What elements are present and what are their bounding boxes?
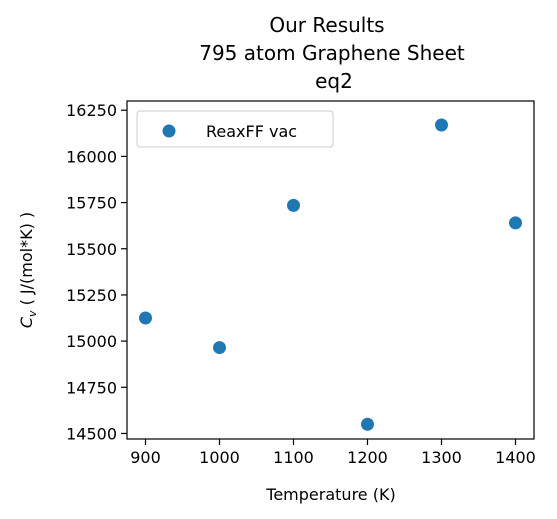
data-points xyxy=(139,118,522,431)
y-axis-ticks: 14500 14750 15000 15250 15500 15750 16000 16250 xyxy=(66,101,127,443)
data-point xyxy=(435,118,448,132)
title-line-2: 795 atom Graphene Sheet xyxy=(199,41,465,65)
x-tick-label: 900 xyxy=(130,448,161,467)
plot-area xyxy=(127,101,534,439)
data-point xyxy=(139,311,152,325)
y-tick-label: 15500 xyxy=(66,240,117,259)
legend: ReaxFF vac xyxy=(136,110,334,148)
x-tick-label: 1400 xyxy=(495,448,536,467)
data-point xyxy=(213,341,226,355)
y-tick-label: 14500 xyxy=(66,424,117,443)
x-tick-label: 1000 xyxy=(199,448,240,467)
x-tick-label: 1200 xyxy=(347,448,388,467)
chart-title: Our Results 795 atom Graphene Sheet eq2 xyxy=(199,13,465,93)
y-tick-label: 15750 xyxy=(66,194,117,213)
y-tick-label: 16000 xyxy=(66,147,117,166)
x-axis-label: Temperature (K) xyxy=(265,485,395,504)
legend-box xyxy=(136,110,334,148)
y-axis-label-units: ( J/(mol*K) ) xyxy=(17,212,36,311)
plot-frame xyxy=(126,100,535,440)
title-line-3: eq2 xyxy=(315,69,353,93)
data-point xyxy=(361,417,374,431)
legend-label: ReaxFF vac xyxy=(206,122,297,141)
y-tick-label: 15000 xyxy=(66,332,117,351)
data-point xyxy=(509,216,522,230)
data-point xyxy=(287,198,300,212)
y-tick-label: 14750 xyxy=(66,378,117,397)
legend-marker xyxy=(162,124,176,138)
y-tick-label: 15250 xyxy=(66,286,117,305)
x-tick-label: 1100 xyxy=(273,448,314,467)
y-axis-label: Cv ( J/(mol*K) ) xyxy=(17,212,39,328)
title-line-1: Our Results xyxy=(269,13,384,37)
y-tick-label: 16250 xyxy=(66,101,117,120)
y-axis-label-symbol: C xyxy=(17,316,36,328)
y-axis-label-subscript: v xyxy=(26,310,39,317)
x-tick-label: 1300 xyxy=(421,448,462,467)
x-axis-ticks: 900 1000 1100 1200 1300 1400 xyxy=(130,439,536,467)
